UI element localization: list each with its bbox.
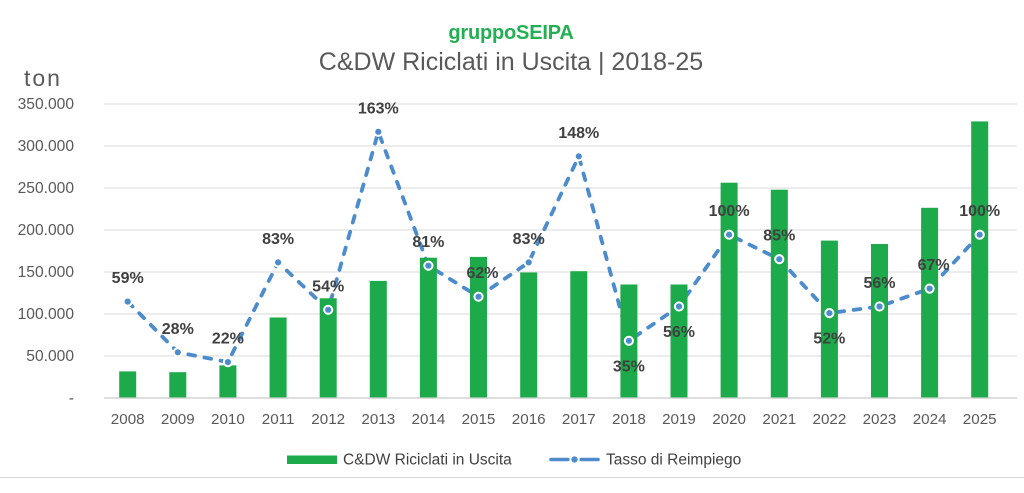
svg-text:100.000: 100.000 [18, 306, 75, 323]
svg-text:2023: 2023 [863, 411, 897, 428]
svg-text:52%: 52% [813, 331, 845, 348]
svg-text:62%: 62% [466, 265, 498, 282]
svg-text:54%: 54% [312, 278, 344, 295]
svg-text:Tasso di Reimpiego: Tasso di Reimpiego [606, 452, 741, 469]
svg-text:250.000: 250.000 [18, 180, 75, 197]
svg-text:83%: 83% [513, 231, 545, 248]
svg-text:67%: 67% [918, 257, 950, 274]
svg-text:2019: 2019 [662, 411, 696, 428]
svg-text:28%: 28% [162, 321, 194, 338]
svg-text:56%: 56% [663, 324, 695, 341]
svg-text:163%: 163% [358, 100, 399, 117]
svg-text:2016: 2016 [512, 411, 546, 428]
svg-text:56%: 56% [863, 275, 895, 292]
svg-text:2010: 2010 [211, 411, 245, 428]
svg-text:2013: 2013 [361, 411, 395, 428]
svg-text:350.000: 350.000 [18, 96, 75, 113]
svg-text:2011: 2011 [262, 411, 295, 428]
svg-text:2014: 2014 [412, 411, 446, 428]
svg-text:200.000: 200.000 [18, 222, 75, 239]
svg-text:2021: 2021 [762, 411, 796, 428]
svg-text:gruppoSEIPA: gruppoSEIPA [448, 22, 573, 44]
svg-text:35%: 35% [613, 358, 645, 375]
svg-text:2018: 2018 [612, 411, 646, 428]
svg-text:300.000: 300.000 [18, 138, 75, 155]
svg-text:2009: 2009 [161, 411, 195, 428]
svg-text:83%: 83% [262, 231, 294, 248]
svg-text:85%: 85% [763, 228, 795, 245]
svg-text:2020: 2020 [712, 411, 746, 428]
svg-text:100%: 100% [959, 203, 1000, 220]
svg-text:2015: 2015 [462, 411, 496, 428]
svg-text:-: - [69, 390, 74, 407]
svg-text:2024: 2024 [913, 411, 947, 428]
svg-text:148%: 148% [558, 125, 599, 142]
svg-text:2017: 2017 [562, 411, 596, 428]
svg-text:2022: 2022 [813, 411, 847, 428]
svg-text:100%: 100% [709, 203, 750, 220]
svg-text:150.000: 150.000 [18, 264, 75, 281]
svg-text:81%: 81% [412, 234, 444, 251]
svg-text:ton: ton [24, 65, 62, 91]
svg-text:59%: 59% [112, 270, 144, 287]
svg-text:C&DW Riciclati in Uscita: C&DW Riciclati in Uscita [343, 452, 512, 469]
svg-text:C&DW Riciclati in Uscita | 201: C&DW Riciclati in Uscita | 2018-25 [319, 48, 703, 76]
svg-text:2012: 2012 [311, 411, 345, 428]
svg-text:50.000: 50.000 [26, 348, 74, 365]
svg-text:2008: 2008 [111, 411, 145, 428]
svg-text:2025: 2025 [963, 411, 997, 428]
svg-text:22%: 22% [212, 331, 244, 348]
